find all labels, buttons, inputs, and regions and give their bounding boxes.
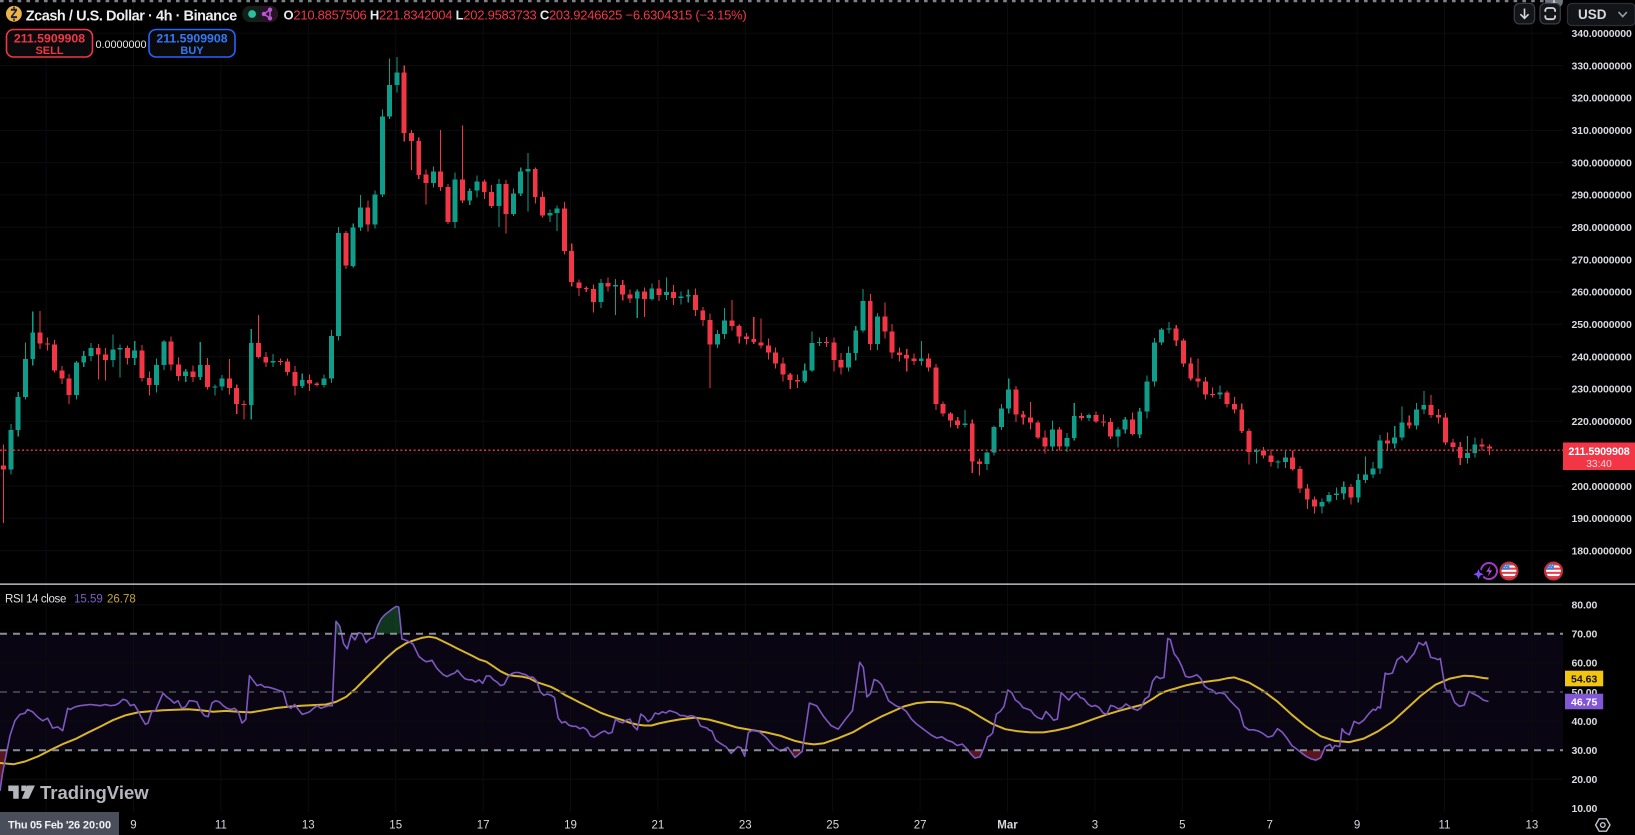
svg-text:7: 7 [1266,820,1272,832]
svg-text:RSI 14 close: RSI 14 close [5,594,66,606]
svg-text:11: 11 [215,820,227,832]
svg-text:200.0000000: 200.0000000 [1572,481,1632,493]
svg-text:211.5909908: 211.5909908 [14,32,85,46]
svg-text:19: 19 [564,820,577,832]
svg-text:46.75: 46.75 [1571,696,1597,708]
svg-text:211.5909908: 211.5909908 [1568,446,1629,458]
svg-text:330.0000000: 330.0000000 [1572,60,1632,72]
svg-text:70.00: 70.00 [1572,629,1598,641]
svg-text:9: 9 [1354,820,1360,832]
svg-text:310.0000000: 310.0000000 [1572,125,1632,137]
svg-text:5: 5 [1179,820,1185,832]
svg-text:Thu 05 Feb '26: Thu 05 Feb '26 [8,820,80,832]
svg-text:13: 13 [302,820,315,832]
svg-text:250.0000000: 250.0000000 [1572,319,1632,331]
svg-text:Zcash / U.S. Dollar · 4h · Bin: Zcash / U.S. Dollar · 4h · Binance [26,9,237,25]
svg-text:260.0000000: 260.0000000 [1572,287,1632,299]
svg-text:54.63: 54.63 [1571,673,1597,685]
svg-text:20.00: 20.00 [1572,774,1598,786]
svg-text:340.0000000: 340.0000000 [1572,28,1632,40]
svg-text:0.0000000: 0.0000000 [95,39,146,51]
svg-text:270.0000000: 270.0000000 [1572,254,1632,266]
svg-text:240.0000000: 240.0000000 [1572,351,1632,363]
svg-text:21: 21 [652,820,665,832]
svg-text:20:00: 20:00 [83,820,111,832]
svg-text:300.0000000: 300.0000000 [1572,157,1632,169]
svg-text:190.0000000: 190.0000000 [1572,513,1632,525]
svg-text:9: 9 [130,820,136,832]
svg-text:80.00: 80.00 [1572,600,1598,612]
svg-text:60.00: 60.00 [1572,658,1598,670]
svg-text:SELL: SELL [35,45,63,57]
svg-text:USD: USD [1578,7,1607,22]
svg-text:26.78: 26.78 [107,594,136,606]
svg-text:280.0000000: 280.0000000 [1572,222,1632,234]
svg-text:290.0000000: 290.0000000 [1572,190,1632,202]
svg-text:TradingView: TradingView [40,782,149,803]
svg-text:O210.8857506 H221.8342004 L202: O210.8857506 H221.8342004 L202.9583733 C… [284,8,747,23]
svg-text:15: 15 [389,820,402,832]
svg-text:17: 17 [477,820,490,832]
svg-text:220.0000000: 220.0000000 [1572,416,1632,428]
svg-text:25: 25 [826,820,839,832]
svg-text:13: 13 [1526,820,1539,832]
svg-text:40.00: 40.00 [1572,716,1598,728]
svg-text:320.0000000: 320.0000000 [1572,93,1632,105]
svg-text:27: 27 [914,820,927,832]
svg-text:180.0000000: 180.0000000 [1572,545,1632,557]
svg-text:15.59: 15.59 [74,594,103,606]
svg-text:Mar: Mar [997,820,1018,832]
svg-text:11: 11 [1439,820,1451,832]
svg-text:230.0000000: 230.0000000 [1572,384,1632,396]
svg-text:211.5909908: 211.5909908 [156,32,227,46]
svg-text:10.00: 10.00 [1572,803,1598,815]
svg-text:30.00: 30.00 [1572,745,1598,757]
svg-text:3: 3 [1092,820,1098,832]
svg-text:23: 23 [739,820,752,832]
svg-text:33:40: 33:40 [1586,459,1612,470]
svg-text:BUY: BUY [180,45,204,57]
